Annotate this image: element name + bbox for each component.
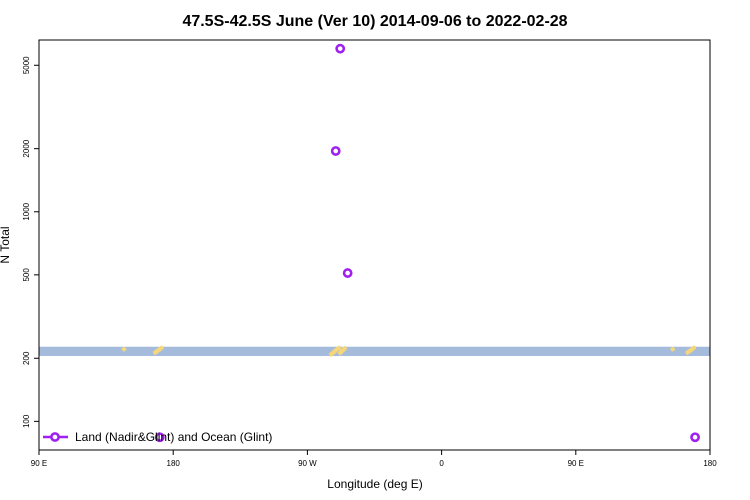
legend-label: Land (Nadir&Glint) and Ocean (Glint) [75,430,272,444]
data-point-0-1 [330,146,341,156]
legend: Land (Nadir&Glint) and Ocean (Glint) [43,430,272,444]
plot-border [38,39,711,451]
chart-title: 47.5S-42.5S June (Ver 10) 2014-09-06 to … [182,13,567,30]
data-point-0-4 [690,432,700,443]
highlight-mark-15 [341,345,348,352]
x-tick-label-5: 180 [703,459,717,468]
x-tick-label-3: 0 [439,459,444,468]
y-tick-label-5: 5000 [22,56,31,74]
shaded-band-layer [39,346,710,357]
x-axis-ticks: 90 E 180 90 W 0 90 E 180 [31,450,717,468]
y-tick-label-0: 100 [22,414,31,428]
plot-area [39,40,710,450]
highlight-mark-11 [335,345,342,351]
y-axis-ticks: 100 200 500 1000 2000 5000 [22,56,39,428]
x-tick-label-1: 180 [167,459,181,468]
x-tick-label-2: 90 W [298,459,317,468]
x-axis-label: Longitude (deg E) [327,477,422,491]
data-point-0-3 [154,432,165,443]
y-axis-label: N Total [0,226,12,263]
highlight-mark-5 [158,345,165,351]
highlight-mark-16 [669,346,676,352]
data-point-0-0 [335,43,346,54]
plot-background [39,40,710,450]
data-points-layer [154,43,700,443]
plot-frame [38,39,711,451]
highlight-layer [121,345,697,357]
y-tick-label-1: 200 [22,351,31,365]
x-tick-label-0: 90 E [31,459,47,468]
y-tick-label-2: 500 [22,268,31,282]
shaded-band [39,346,710,357]
legend-marker [50,432,60,442]
y-tick-label-3: 1000 [22,202,31,220]
highlight-mark-0 [121,346,127,352]
highlight-mark-21 [690,345,697,351]
y-tick-label-4: 2000 [22,139,31,157]
x-tick-label-4: 90 E [568,459,584,468]
data-point-0-2 [342,268,353,278]
